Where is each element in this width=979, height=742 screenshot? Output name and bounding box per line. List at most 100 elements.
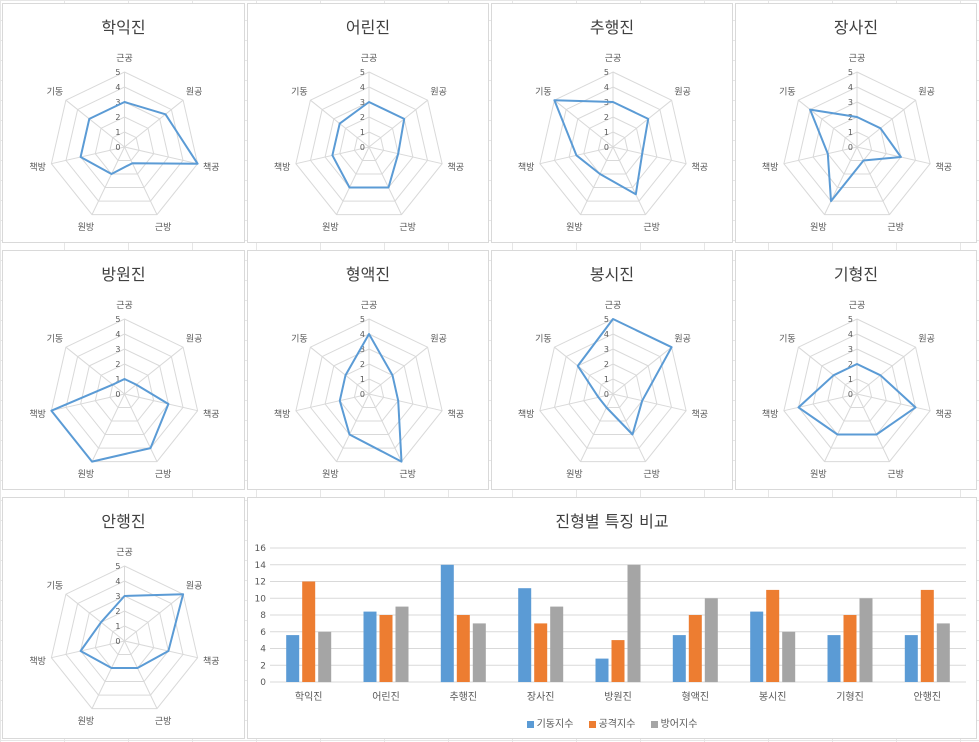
axis-label: 근공 <box>849 53 866 64</box>
spoke <box>310 346 370 395</box>
tick-label: 1 <box>848 128 853 137</box>
tick-label: 5 <box>360 315 365 324</box>
spoke <box>124 346 184 395</box>
grid-ring <box>94 363 155 422</box>
axis-label: 원공 <box>430 334 447 345</box>
axis-label: 원방 <box>566 469 583 480</box>
bar <box>440 564 454 683</box>
axis-label: 기동 <box>535 334 552 345</box>
spoke <box>124 99 184 148</box>
grid-ring <box>309 333 429 449</box>
tick-label: 5 <box>604 315 609 324</box>
grid-ring <box>568 101 658 188</box>
tick-label: 5 <box>848 68 853 77</box>
spoke <box>65 346 125 395</box>
legend-item: 기동지수 <box>526 715 574 730</box>
tick-label: 4 <box>848 330 853 339</box>
axis-label: 책공 <box>203 161 220 173</box>
series-line <box>331 101 406 189</box>
axis-label: 근공 <box>116 547 133 558</box>
axis-label: 근방 <box>155 716 172 727</box>
tick-label: 0 <box>115 390 120 399</box>
axis-label: 책공 <box>692 161 709 173</box>
tick-label: 3 <box>115 98 120 107</box>
grid-ring <box>553 86 673 202</box>
bar <box>766 589 780 682</box>
grid-ring <box>295 71 443 216</box>
axis-label: 원공 <box>918 334 935 345</box>
tick-label: 6 <box>260 628 266 638</box>
tick-label: 3 <box>604 345 609 354</box>
chart-title: 장사진 <box>833 18 879 37</box>
axis-label: 책공 <box>692 408 709 420</box>
axis-label: 근공 <box>849 300 866 311</box>
axis-label: 기동 <box>47 334 64 345</box>
tick-label: 0 <box>848 390 853 399</box>
spoke <box>856 99 916 148</box>
tick-label: 4 <box>360 330 365 339</box>
legend-label: 방어지수 <box>660 719 698 730</box>
axis-label: 책공 <box>448 408 465 420</box>
legend-label: 공격지수 <box>598 719 636 730</box>
tick-label: 3 <box>848 98 853 107</box>
bar <box>456 615 470 682</box>
spoke <box>856 146 890 215</box>
category-label: 방원진 <box>604 691 632 703</box>
grid-ring <box>109 625 140 655</box>
tick-label: 2 <box>115 113 120 122</box>
spoke <box>91 393 125 462</box>
axis-label: 근방 <box>155 222 172 233</box>
axis-label: 책공 <box>936 161 953 173</box>
tick-label: 4 <box>360 83 365 92</box>
radar-panel-0: 학익진 0 1 2 3 4 5 근공 원공 책공 근방 원방 책방 기동 <box>2 3 245 243</box>
spoke <box>295 393 370 412</box>
tick-label: 2 <box>848 360 853 369</box>
grid-ring <box>568 348 658 435</box>
spoke <box>65 593 125 642</box>
axis-label: 근방 <box>399 469 416 480</box>
axis-label: 근방 <box>643 222 660 233</box>
tick-label: 1 <box>360 375 365 384</box>
chart-title: 추행진 <box>589 18 635 37</box>
bar <box>318 631 332 683</box>
series-line <box>79 593 185 669</box>
tick-label: 5 <box>115 315 120 324</box>
spoke <box>612 146 687 165</box>
spoke <box>51 393 125 412</box>
tick-label: 5 <box>360 68 365 77</box>
axis-label: 근방 <box>887 469 904 480</box>
grid-ring <box>339 116 399 175</box>
tick-label: 4 <box>604 330 609 339</box>
grid-ring <box>583 363 643 422</box>
spoke <box>124 146 158 215</box>
spoke <box>539 393 614 412</box>
axis-label: 책방 <box>762 408 779 420</box>
chart-title: 기형진 <box>833 265 879 284</box>
bar <box>627 564 641 683</box>
grid-ring <box>797 333 917 449</box>
grid-ring <box>80 348 169 435</box>
grid-ring <box>841 378 873 408</box>
category-label: 안행진 <box>913 691 941 703</box>
tick-label: 4 <box>260 645 266 655</box>
tick-label: 0 <box>848 143 853 152</box>
bar <box>904 635 918 682</box>
legend-label: 기동지수 <box>536 719 574 730</box>
axis-label: 책공 <box>203 408 220 420</box>
axis-label: 기동 <box>47 581 64 592</box>
axis-label: 원방 <box>78 469 95 480</box>
spoke <box>856 393 931 412</box>
bar <box>782 631 796 683</box>
grid-ring <box>94 116 155 175</box>
tick-label: 2 <box>848 113 853 122</box>
tick-label: 1 <box>115 375 120 384</box>
bar <box>936 623 950 682</box>
spoke <box>856 393 890 462</box>
axis-label: 원공 <box>674 87 691 98</box>
spoke <box>554 346 614 395</box>
series-line <box>50 378 170 463</box>
spoke <box>554 99 614 148</box>
